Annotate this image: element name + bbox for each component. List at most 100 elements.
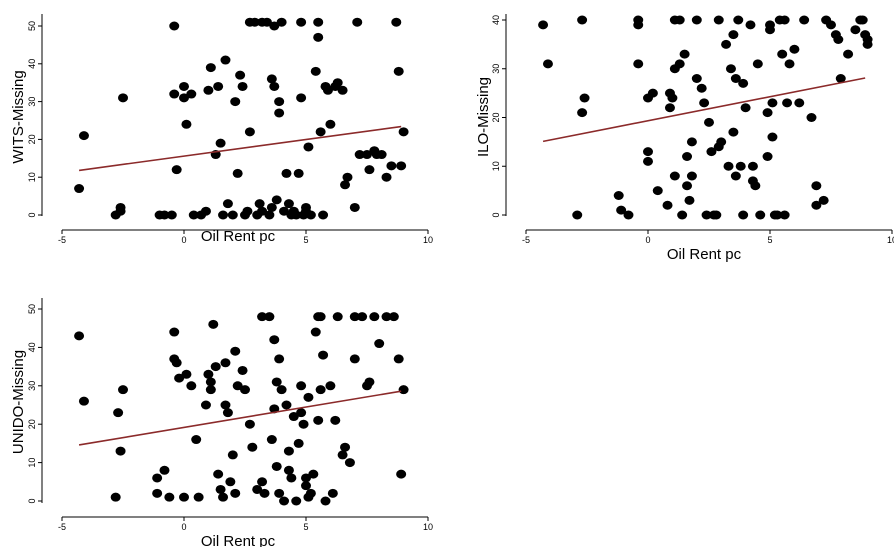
scatter-point [230, 346, 241, 356]
scatter-point [579, 93, 590, 103]
scatter-point [613, 191, 624, 200]
scatter-point [647, 88, 658, 98]
scatter-point [369, 312, 380, 322]
scatter-point [762, 152, 773, 161]
scatter-point [296, 408, 307, 418]
y-tick-label: 20 [491, 112, 501, 122]
scatter-point [315, 385, 326, 395]
scatter-point [332, 312, 343, 322]
scatter-point [218, 210, 229, 220]
scatter-point [266, 435, 277, 445]
scatter-point [716, 137, 727, 147]
scatter-point [725, 64, 736, 74]
scatter-point [240, 385, 250, 395]
scatter-point [699, 98, 710, 108]
scatter-point [205, 377, 216, 387]
scatter-point [662, 200, 673, 210]
y-tick-label: 0 [491, 212, 501, 217]
y-tick-label: 40 [27, 342, 37, 352]
scatter-point [354, 150, 365, 160]
scatter-point [327, 488, 338, 498]
y-tick-label: 20 [27, 419, 37, 429]
scatter-point [296, 381, 307, 391]
scatter-point [283, 199, 294, 209]
y-tick-label: 10 [491, 161, 501, 171]
scatter-point [305, 210, 316, 220]
scatter-point [279, 206, 290, 216]
scatter-point [843, 49, 854, 59]
scatter-point [74, 331, 85, 341]
scatter-point [577, 108, 588, 118]
scatter-point [205, 385, 216, 395]
scatter-point [188, 210, 199, 220]
scatter-point [232, 381, 243, 391]
y-axis-title: ILO-Missing [475, 77, 492, 157]
scatter-point [342, 172, 353, 182]
scatter-point [293, 438, 304, 448]
scatter-point [78, 396, 89, 406]
scatter-point [301, 473, 311, 483]
scatter-point [362, 150, 372, 160]
x-tick-label: 10 [423, 522, 433, 532]
scatter-point [745, 20, 756, 30]
scatter-point [266, 202, 277, 212]
scatter-point [200, 206, 211, 216]
scatter-point [818, 195, 829, 205]
scatter-point [330, 415, 341, 425]
scatter-point [320, 496, 331, 506]
scatter-point [711, 210, 722, 220]
scatter-point [303, 392, 314, 402]
scatter-point [784, 59, 795, 69]
x-tick-label: 0 [181, 235, 186, 245]
fit-line [78, 125, 402, 172]
scatter-point [179, 81, 189, 91]
y-tick-label: 10 [27, 172, 37, 182]
scatter-point [706, 147, 717, 157]
fit-line [78, 390, 402, 446]
scatter-point [664, 103, 675, 113]
scatter-point [344, 458, 355, 468]
scatter-point [833, 35, 844, 44]
scatter-point [779, 15, 790, 25]
scatter-point [616, 205, 627, 215]
scatter-point [203, 85, 214, 95]
scatter-point [674, 15, 685, 25]
scatter-point [169, 327, 180, 337]
scatter-point [303, 142, 314, 152]
y-tick-label: 40 [27, 59, 37, 69]
scatter-point [193, 492, 204, 502]
scatter-point [257, 477, 268, 487]
scatter-point [222, 199, 233, 209]
scatter-point [281, 168, 292, 178]
scatter-point [298, 419, 309, 429]
scatter-point [186, 381, 197, 391]
scatter-point [713, 15, 724, 25]
scatter-point [572, 210, 583, 220]
scatter-point [376, 150, 387, 160]
scatter-point [349, 202, 360, 212]
scatter-point [159, 465, 170, 475]
scatter-point [171, 358, 182, 368]
scatter-point [264, 312, 275, 322]
scatter-point [222, 408, 233, 418]
scatter-point [398, 127, 409, 137]
scatter-point [179, 492, 189, 502]
scatter-point [767, 132, 778, 142]
y-tick-label: 0 [27, 498, 37, 503]
scatter-point [279, 496, 290, 506]
scatter-point [777, 49, 788, 59]
scatter-point [308, 469, 319, 479]
x-tick-label: -5 [58, 522, 66, 532]
scatter-point [730, 171, 741, 181]
scatter-point [169, 89, 180, 99]
scatter-point [179, 93, 189, 103]
scatter-point [767, 98, 778, 108]
scatter-point [643, 156, 653, 166]
scatter-point [113, 408, 124, 418]
scatter-point [691, 74, 702, 83]
scatter-point [686, 171, 697, 181]
scatter-point [381, 312, 392, 322]
scatter-point [269, 81, 280, 91]
scatter-point [247, 442, 258, 452]
